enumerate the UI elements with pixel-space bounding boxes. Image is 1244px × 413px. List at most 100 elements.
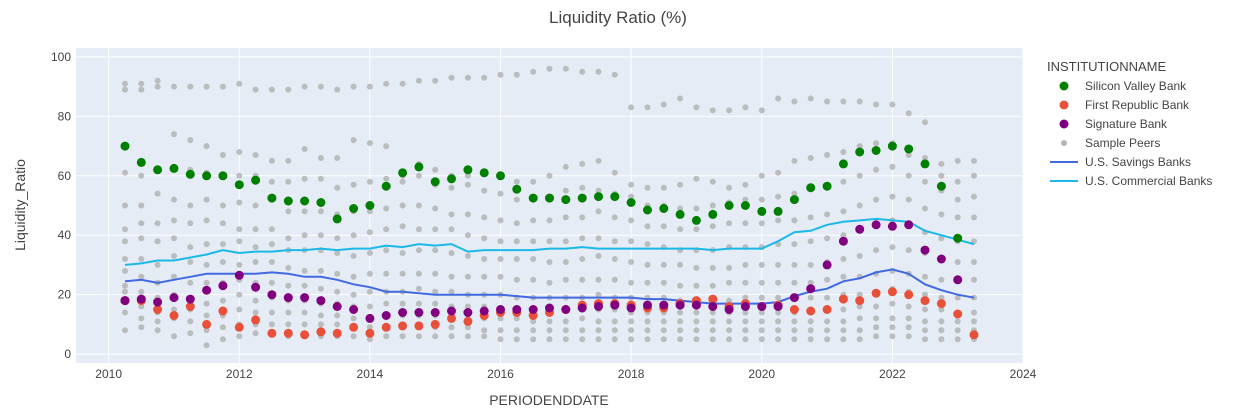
signature-bank-point bbox=[251, 282, 261, 292]
sample-peers-point bbox=[399, 223, 406, 230]
sample-peers-point bbox=[154, 318, 161, 325]
sample-peers-point bbox=[644, 223, 651, 230]
silicon-valley-bank-point bbox=[251, 175, 261, 185]
sample-peers-point bbox=[448, 273, 455, 280]
sample-peers-point bbox=[807, 155, 814, 161]
sample-peers-point bbox=[889, 315, 896, 322]
sample-peers-point bbox=[758, 318, 765, 325]
signature-bank-point bbox=[789, 293, 799, 303]
sample-peers-point bbox=[856, 202, 863, 209]
sample-peers-point bbox=[758, 336, 765, 343]
sample-peers-point bbox=[497, 315, 504, 322]
sample-peers-point bbox=[791, 217, 798, 224]
sample-peers-point bbox=[905, 303, 912, 310]
sample-peers-point bbox=[579, 327, 586, 334]
sample-peers-point bbox=[219, 259, 226, 265]
sample-peers-point bbox=[840, 149, 847, 155]
sample-peers-point bbox=[677, 336, 684, 343]
sample-peers-point bbox=[562, 336, 569, 343]
silicon-valley-bank-point bbox=[594, 192, 603, 202]
legend-item-signature-bank[interactable]: Signature Bank bbox=[1059, 117, 1169, 131]
sample-peers-point bbox=[530, 256, 537, 262]
sample-peers-point bbox=[546, 172, 553, 179]
sample-peers-point bbox=[268, 241, 275, 248]
sample-peers-point bbox=[807, 318, 814, 325]
sample-peers-point bbox=[938, 172, 945, 179]
sample-peers-point bbox=[301, 267, 308, 274]
sample-peers-point bbox=[693, 309, 700, 316]
sample-peers-point bbox=[758, 309, 765, 316]
legend[interactable]: Silicon Valley Bank First Republic Bank Si… bbox=[1050, 79, 1212, 188]
first-republic-bank-point bbox=[398, 321, 408, 331]
legend-label: Signature Bank bbox=[1085, 117, 1168, 131]
sample-peers-point bbox=[334, 312, 341, 319]
sample-peers-point bbox=[856, 336, 863, 343]
first-republic-bank-point bbox=[185, 302, 195, 311]
legend-item-u-s-commercial-banks[interactable]: U.S. Commercial Banks bbox=[1050, 174, 1212, 188]
signature-bank-point bbox=[267, 290, 277, 300]
sample-peers-point bbox=[807, 238, 814, 245]
sample-peers-point bbox=[236, 261, 243, 268]
first-republic-bank-point bbox=[806, 306, 816, 316]
sample-peers-point bbox=[873, 166, 880, 173]
sample-peers-point bbox=[203, 241, 210, 248]
sample-peers-point bbox=[432, 247, 439, 254]
sample-peers-point bbox=[138, 235, 145, 242]
sample-peers-point bbox=[644, 104, 651, 111]
x-tick-label: 2016 bbox=[487, 367, 514, 381]
sample-peers-point bbox=[889, 324, 896, 331]
silicon-valley-bank-point bbox=[577, 193, 587, 203]
first-republic-bank-point bbox=[887, 287, 897, 297]
sample-peers-point bbox=[350, 181, 357, 188]
sample-peers-point bbox=[840, 98, 847, 105]
legend-item-sample-peers[interactable]: Sample Peers bbox=[1061, 136, 1160, 150]
silicon-valley-bank-point bbox=[724, 201, 734, 210]
sample-peers-point bbox=[562, 214, 569, 221]
silicon-valley-bank-point bbox=[185, 169, 195, 179]
sample-peers-point bbox=[236, 172, 243, 179]
sample-peers-point bbox=[252, 330, 259, 337]
sample-peers-point bbox=[840, 256, 847, 262]
sample-peers-point bbox=[187, 202, 194, 209]
sample-peers-point bbox=[922, 273, 928, 280]
sample-peers-point bbox=[122, 267, 128, 274]
sample-peers-point bbox=[971, 193, 977, 200]
sample-peers-point bbox=[791, 261, 798, 268]
silicon-valley-bank-point bbox=[691, 215, 701, 225]
sample-peers-point bbox=[350, 83, 357, 90]
signature-bank-point bbox=[871, 220, 881, 230]
sample-peers-point bbox=[268, 279, 275, 286]
sample-peers-point bbox=[954, 327, 961, 334]
silicon-valley-bank-point bbox=[822, 181, 832, 191]
sample-peers-point bbox=[236, 80, 243, 87]
sample-peers-point bbox=[905, 196, 912, 203]
sample-peers-point bbox=[530, 318, 537, 325]
first-republic-bank-point bbox=[267, 328, 277, 338]
signature-bank-point bbox=[561, 305, 571, 314]
sample-peers-point bbox=[432, 205, 439, 212]
silicon-valley-bank-point bbox=[332, 214, 342, 224]
silicon-valley-bank-point bbox=[561, 195, 571, 205]
sample-peers-point bbox=[122, 327, 128, 334]
sample-peers-point bbox=[268, 86, 275, 93]
legend-item-first-republic-bank[interactable]: First Republic Bank bbox=[1059, 98, 1191, 112]
sample-peers-point bbox=[383, 143, 390, 150]
sample-peers-point bbox=[366, 250, 373, 256]
signature-bank-point bbox=[545, 303, 554, 313]
sample-peers-point bbox=[334, 270, 341, 277]
sample-peers-point bbox=[775, 327, 782, 334]
sample-peers-point bbox=[432, 77, 439, 84]
legend-item-u-s-savings-banks[interactable]: U.S. Savings Banks bbox=[1050, 155, 1191, 169]
sample-peers-point bbox=[464, 303, 471, 310]
sample-peers-point bbox=[464, 181, 471, 188]
sample-peers-point bbox=[513, 238, 520, 245]
legend-item-silicon-valley-bank[interactable]: Silicon Valley Bank bbox=[1059, 79, 1188, 93]
sample-peers-point bbox=[775, 309, 782, 316]
sample-peers-point bbox=[432, 288, 439, 295]
sample-peers-point bbox=[938, 336, 945, 343]
legend-label: U.S. Commercial Banks bbox=[1085, 174, 1212, 188]
sample-peers-point bbox=[187, 137, 194, 144]
silicon-valley-bank-point bbox=[904, 144, 914, 154]
sample-peers-point bbox=[268, 157, 275, 164]
sample-peers-point bbox=[873, 333, 880, 340]
